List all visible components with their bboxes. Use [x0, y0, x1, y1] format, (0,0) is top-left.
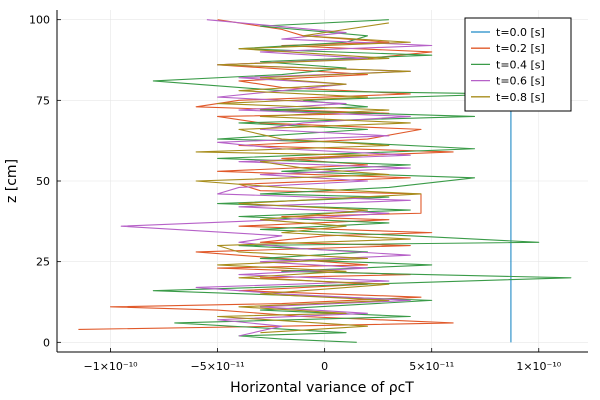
y-tick-label: 75 — [36, 94, 50, 107]
x-tick-label: −5×10⁻¹¹ — [191, 360, 245, 373]
legend: t=0.0 [s] t=0.2 [s] t=0.4 [s] t=0.6 [s] t=0.… — [464, 17, 572, 112]
y-tick-label: 100 — [29, 14, 50, 27]
x-axis-title: Horizontal variance of ρcT — [230, 380, 414, 396]
legend-label-2: t=0.4 [s] — [496, 58, 545, 71]
series-line-4 — [195, 22, 422, 334]
y-tick-label: 25 — [36, 256, 50, 269]
legend-label-1: t=0.2 [s] — [496, 42, 545, 55]
x-tick-label: 5×10⁻¹¹ — [409, 360, 454, 373]
y-axis-title: z [cm] — [4, 159, 20, 203]
legend-label-3: t=0.6 [s] — [496, 75, 545, 88]
x-ticks: −1×10⁻¹⁰ −5×10⁻¹¹ 0 5×10⁻¹¹ 1×10⁻¹⁰ — [83, 348, 562, 373]
series-line-3 — [120, 19, 433, 337]
y-tick-label: 50 — [36, 175, 50, 188]
y-tick-label: 0 — [43, 336, 50, 349]
legend-label-4: t=0.8 [s] — [496, 91, 545, 104]
legend-label-0: t=0.0 [s] — [496, 26, 545, 39]
x-tick-label: −1×10⁻¹⁰ — [83, 360, 138, 373]
y-ticks: 0 25 50 75 100 — [29, 14, 61, 349]
series-line-2 — [152, 19, 572, 343]
x-tick-label: 1×10⁻¹⁰ — [516, 360, 561, 373]
x-tick-label: 0 — [321, 360, 328, 373]
